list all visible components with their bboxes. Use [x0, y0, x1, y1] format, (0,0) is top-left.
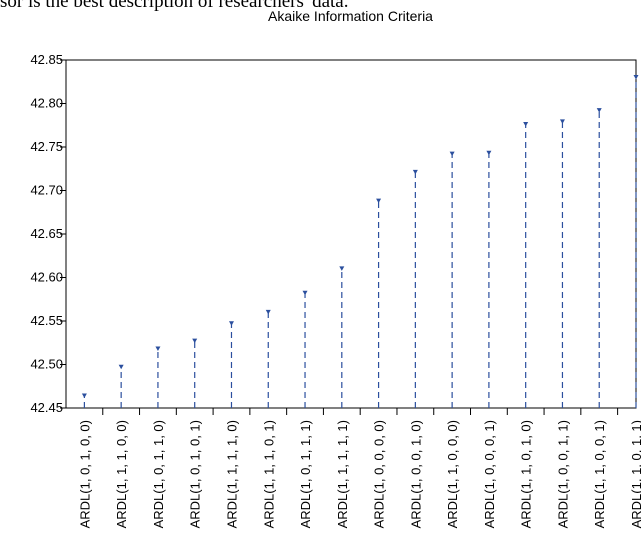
x-category-label: ARDL(1, 1, 1, 1, 1)	[335, 420, 350, 528]
aic-point-marker	[486, 150, 492, 156]
aic-point-marker	[81, 393, 87, 398]
aic-point-marker	[192, 338, 198, 344]
x-category-label: ARDL(1, 0, 0, 1, 1)	[555, 420, 570, 528]
y-tick-label: 42.70	[30, 183, 63, 198]
aic-point-marker	[596, 108, 602, 113]
x-category-label: ARDL(1, 1, 0, 0, 0)	[445, 420, 460, 528]
y-tick-label: 42.45	[30, 400, 63, 415]
aic-point-marker	[376, 198, 382, 204]
x-category-label: ARDL(1, 0, 1, 1, 1)	[298, 420, 313, 528]
aic-point-marker	[302, 290, 308, 296]
aic-point-marker	[559, 119, 565, 124]
y-axis: 42.45 42.50 42.55 42.60 42.65 42.70 42.75 42.80…	[30, 52, 66, 415]
x-category-label: ARDL(1, 0, 1, 0, 1)	[188, 420, 203, 528]
aic-point-marker	[118, 364, 124, 370]
x-category-label: ARDL(1, 1, 0, 0, 1)	[592, 420, 607, 528]
y-tick-label: 42.80	[30, 96, 63, 111]
x-category-label: ARDL(1, 1, 1, 0, 1)	[261, 420, 276, 528]
aic-point-marker	[155, 346, 161, 351]
y-tick-label: 42.75	[30, 139, 63, 154]
aic-point-marker	[449, 151, 455, 157]
x-category-label: ARDL(1, 0, 0, 1, 0)	[408, 420, 423, 528]
aic-point-marker	[633, 75, 639, 80]
aic-point-marker	[265, 309, 271, 315]
aic-point-marker	[228, 321, 234, 326]
aic-point-marker	[339, 266, 345, 271]
aic-series	[81, 75, 639, 408]
y-tick-label: 42.65	[30, 226, 63, 241]
plot-frame	[65, 59, 637, 409]
y-tick-label: 42.60	[30, 270, 63, 285]
chart-title: Akaike Information Criteria	[268, 8, 433, 24]
x-category-label: ARDL(1, 1, 0, 1, 0)	[519, 420, 534, 528]
y-tick-label: 42.50	[30, 357, 63, 372]
aic-point-marker	[412, 169, 418, 175]
x-category-label: ARDL(1, 0, 0, 0, 0)	[372, 420, 387, 528]
x-category-label: ARDL(1, 1, 0, 1, 1)	[629, 420, 641, 528]
x-category-label: ARDL(1, 0, 1, 1, 0)	[151, 420, 166, 528]
x-category-label: ARDL(1, 0, 0, 0, 1)	[482, 420, 497, 528]
x-axis: ARDL(1, 0, 1, 0, 0) ARDL(1, 1, 1, 0, 0) AR…	[77, 408, 641, 528]
aic-point-marker	[523, 122, 529, 127]
x-category-label: ARDL(1, 1, 1, 0, 0)	[114, 420, 129, 528]
y-tick-label: 42.85	[30, 52, 63, 67]
y-tick-label: 42.55	[30, 313, 63, 328]
top-caption-text: sor is the best description of researche…	[0, 0, 349, 12]
x-category-label: ARDL(1, 0, 1, 0, 0)	[77, 420, 92, 528]
x-category-label: ARDL(1, 1, 1, 1, 0)	[224, 420, 239, 528]
